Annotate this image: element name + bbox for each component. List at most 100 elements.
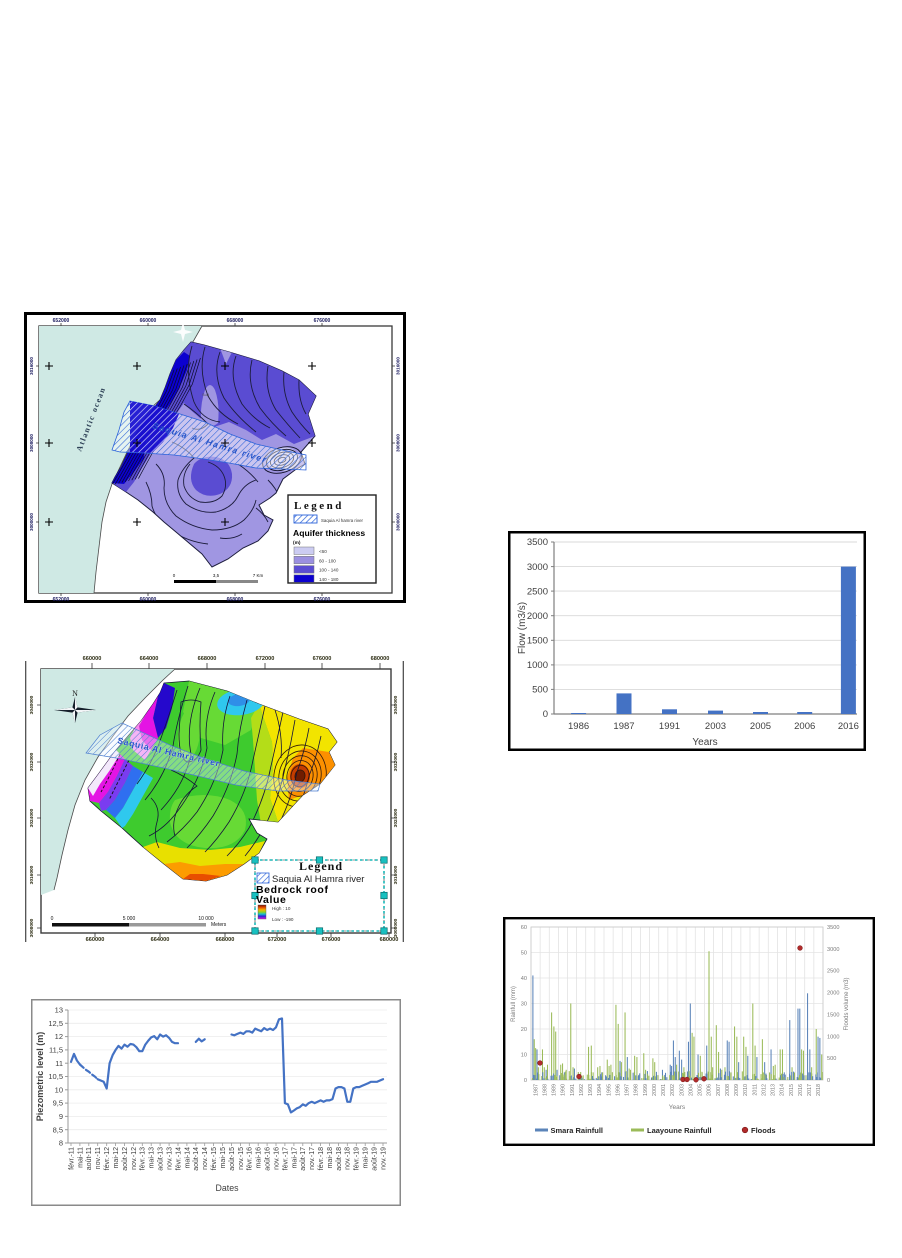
svg-text:mai-15: mai-15 [220, 1147, 227, 1169]
svg-text:nov.-12: nov.-12 [131, 1147, 138, 1170]
svg-text:680000: 680000 [371, 656, 390, 662]
svg-text:3008000: 3008000 [29, 918, 35, 937]
svg-text:9,5: 9,5 [53, 1099, 63, 1108]
svg-text:nov.-14: nov.-14 [202, 1147, 209, 1170]
svg-text:1987: 1987 [613, 721, 634, 732]
svg-text:Value: Value [256, 894, 286, 906]
svg-text:Low : -190: Low : -190 [272, 917, 294, 922]
svg-text:672000: 672000 [256, 656, 275, 662]
svg-text:652000: 652000 [53, 318, 70, 324]
svg-text:nov.-16: nov.-16 [273, 1147, 280, 1170]
svg-text:mai-19: mai-19 [363, 1147, 370, 1169]
svg-text:1994: 1994 [597, 1084, 603, 1096]
svg-text:500: 500 [532, 685, 548, 696]
svg-text:3008000: 3008000 [393, 918, 399, 937]
svg-text:1986: 1986 [568, 721, 589, 732]
svg-text:1991: 1991 [570, 1084, 576, 1096]
svg-text:Floods: Floods [751, 1126, 776, 1135]
svg-text:10 000: 10 000 [198, 916, 214, 922]
svg-text:5 000: 5 000 [123, 916, 136, 922]
svg-text:Legend: Legend [299, 859, 343, 873]
svg-text:2006: 2006 [794, 721, 815, 732]
svg-text:664000: 664000 [140, 656, 159, 662]
svg-text:2013: 2013 [771, 1084, 777, 1096]
svg-text:500: 500 [827, 1056, 836, 1062]
svg-text:2500: 2500 [527, 586, 548, 597]
svg-text:0: 0 [524, 1078, 527, 1084]
svg-text:3000: 3000 [827, 947, 839, 953]
svg-text:1996: 1996 [616, 1084, 622, 1096]
svg-text:mai-17: mai-17 [291, 1147, 298, 1169]
svg-text:août-11: août-11 [86, 1147, 93, 1170]
svg-text:660000: 660000 [140, 318, 157, 324]
svg-text:1000: 1000 [827, 1034, 839, 1040]
svg-text:0: 0 [51, 916, 54, 922]
svg-text:Laayoune Rainfull: Laayoune Rainfull [647, 1126, 712, 1135]
svg-text:1998: 1998 [634, 1084, 640, 1096]
svg-text:août-13: août-13 [158, 1147, 165, 1171]
svg-text:3008000: 3008000 [29, 434, 34, 452]
svg-text:660000: 660000 [83, 656, 102, 662]
svg-text:2005: 2005 [698, 1084, 704, 1096]
svg-text:1992: 1992 [579, 1084, 585, 1096]
svg-text:668000: 668000 [216, 937, 235, 943]
svg-text:2500: 2500 [827, 969, 839, 975]
svg-text:2016: 2016 [838, 721, 859, 732]
svg-text:mai-14: mai-14 [184, 1147, 191, 1169]
svg-text:3016000: 3016000 [29, 865, 35, 884]
svg-text:20: 20 [521, 1027, 527, 1033]
svg-text:août-12: août-12 [122, 1147, 129, 1171]
svg-text:Saquia Al Hamra river: Saquia Al Hamra river [272, 874, 364, 885]
svg-text:Piezometric level (m): Piezometric level (m) [35, 1032, 45, 1122]
svg-text:60 - 100: 60 - 100 [319, 558, 336, 563]
svg-text:High : 10: High : 10 [272, 906, 291, 911]
svg-text:10: 10 [55, 1085, 63, 1094]
svg-text:676000: 676000 [313, 656, 332, 662]
svg-text:7 Km: 7 Km [253, 573, 264, 578]
svg-text:1000: 1000 [527, 660, 548, 671]
svg-text:nov.-18: nov.-18 [345, 1147, 352, 1170]
svg-text:30: 30 [521, 1002, 527, 1008]
svg-text:2000: 2000 [827, 991, 839, 997]
svg-text:0: 0 [173, 573, 176, 578]
svg-text:N: N [72, 689, 78, 698]
svg-text:3016000: 3016000 [396, 357, 401, 375]
svg-text:3000000: 3000000 [396, 513, 401, 531]
svg-text:2000: 2000 [527, 611, 548, 622]
svg-text:févr.-13: févr.-13 [140, 1147, 147, 1170]
svg-text:2007: 2007 [716, 1084, 722, 1096]
svg-text:10,5: 10,5 [48, 1072, 63, 1081]
svg-text:3040000: 3040000 [29, 695, 35, 714]
svg-text:Years: Years [692, 737, 717, 748]
svg-text:nov.-17: nov.-17 [309, 1147, 316, 1170]
svg-text:660000: 660000 [86, 937, 105, 943]
svg-text:2004: 2004 [689, 1084, 695, 1096]
svg-text:août-15: août-15 [229, 1147, 236, 1171]
svg-text:2001: 2001 [661, 1084, 667, 1096]
svg-text:2010: 2010 [743, 1084, 749, 1096]
svg-text:août-18: août-18 [336, 1147, 343, 1171]
svg-text:févr.-19: févr.-19 [354, 1147, 361, 1170]
svg-text:<60: <60 [319, 549, 327, 554]
svg-text:3016000: 3016000 [393, 865, 399, 884]
svg-text:660000: 660000 [140, 597, 157, 603]
svg-text:0: 0 [543, 709, 548, 720]
svg-text:652000: 652000 [53, 597, 70, 603]
svg-text:Meters: Meters [211, 922, 227, 928]
svg-text:Rainfull (mm): Rainfull (mm) [511, 986, 517, 1022]
svg-text:1991: 1991 [659, 721, 680, 732]
svg-text:Sud: Sud [202, 392, 209, 397]
svg-text:12: 12 [55, 1032, 63, 1041]
svg-text:668000: 668000 [198, 656, 217, 662]
svg-text:2016: 2016 [798, 1084, 804, 1096]
svg-text:2017: 2017 [807, 1084, 813, 1096]
svg-text:2012: 2012 [762, 1084, 768, 1096]
svg-text:3,5: 3,5 [213, 573, 220, 578]
svg-text:mai-12: mai-12 [113, 1147, 120, 1169]
svg-text:672000: 672000 [268, 937, 287, 943]
svg-text:nov.-19: nov.-19 [380, 1147, 387, 1170]
svg-text:1987: 1987 [533, 1084, 539, 1096]
svg-text:2003: 2003 [705, 721, 726, 732]
svg-text:nov.-15: nov.-15 [238, 1147, 245, 1170]
svg-text:3040000: 3040000 [393, 695, 399, 714]
